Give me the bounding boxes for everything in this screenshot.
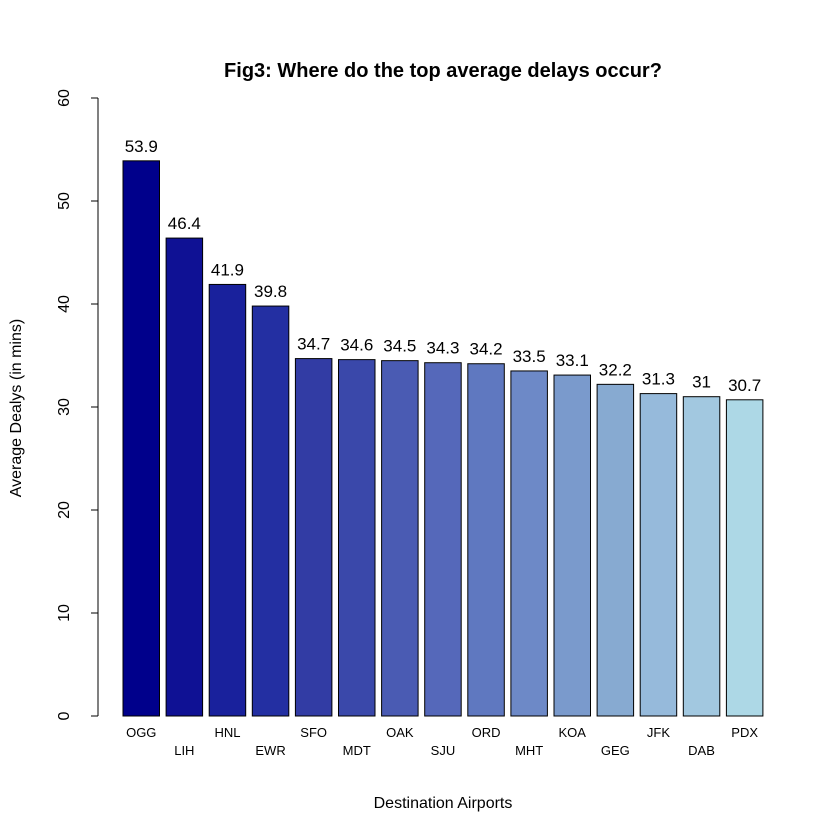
data-label: 34.7 <box>297 335 330 354</box>
x-axis-title: Destination Airports <box>374 795 513 812</box>
category-label: LIH <box>174 743 194 758</box>
bar-lih <box>165 237 204 717</box>
chart-title: Fig3: Where do the top average delays oc… <box>224 60 662 82</box>
category-label: MHT <box>515 743 543 758</box>
bar-sju <box>424 362 462 717</box>
category-label: SJU <box>431 743 456 758</box>
category-label: KOA <box>559 725 587 740</box>
bar-ogg <box>122 160 160 717</box>
y-tick-label: 40 <box>56 295 73 313</box>
bar-mht <box>510 370 548 717</box>
bar-mdt <box>338 359 376 717</box>
bar-ord <box>467 363 505 717</box>
bar-pdx <box>725 399 764 717</box>
y-tick-label: 50 <box>56 192 73 210</box>
data-label: 33.5 <box>513 347 546 366</box>
data-label: 34.3 <box>426 339 459 358</box>
bar-oak <box>381 360 419 717</box>
category-label: ORD <box>472 725 501 740</box>
category-label: DAB <box>688 743 715 758</box>
data-label: 41.9 <box>211 260 244 279</box>
category-label: MDT <box>343 743 371 758</box>
y-tick-label: 0 <box>56 711 73 720</box>
bar-sfo <box>294 358 333 717</box>
category-label: OGG <box>126 725 156 740</box>
bar-koa <box>553 374 591 717</box>
category-label: JFK <box>647 725 670 740</box>
data-label: 34.2 <box>470 340 503 359</box>
y-axis: 0 10 20 30 40 50 60 <box>56 89 99 720</box>
category-label: OAK <box>386 725 414 740</box>
bar-dab <box>682 396 721 717</box>
category-label: PDX <box>731 725 758 740</box>
y-tick-label: 30 <box>56 398 73 416</box>
category-label: HNL <box>214 725 240 740</box>
data-labels: 53.9 46.4 41.9 39.8 34.7 34.6 34.5 34.3 34.2 33.5… <box>125 137 761 395</box>
data-label: 46.4 <box>168 214 201 233</box>
bar-jfk <box>639 393 678 717</box>
data-label: 32.2 <box>599 360 632 379</box>
bar-geg <box>596 383 635 717</box>
data-label: 53.9 <box>125 137 158 156</box>
data-label: 31.3 <box>642 370 675 389</box>
data-label: 34.5 <box>383 337 416 356</box>
data-label: 30.7 <box>728 376 761 395</box>
y-axis-title: Average Dealys (in mins) <box>8 319 25 497</box>
data-label: 39.8 <box>254 282 287 301</box>
category-labels: OGG LIH HNL EWR SFO MDT OAK SJU ORD MHT KOA GEG JFK D… <box>126 725 758 758</box>
data-label: 31 <box>692 373 711 392</box>
data-label: 34.6 <box>340 336 373 355</box>
bars <box>122 160 764 717</box>
category-label: GEG <box>601 743 630 758</box>
y-tick-label: 60 <box>56 89 73 107</box>
bar-ewr <box>251 305 290 717</box>
category-label: SFO <box>300 725 327 740</box>
y-tick-label: 10 <box>56 604 73 622</box>
bar-hnl <box>208 283 247 717</box>
category-label: EWR <box>255 743 285 758</box>
data-label: 33.1 <box>556 351 589 370</box>
y-tick-label: 20 <box>56 501 73 519</box>
